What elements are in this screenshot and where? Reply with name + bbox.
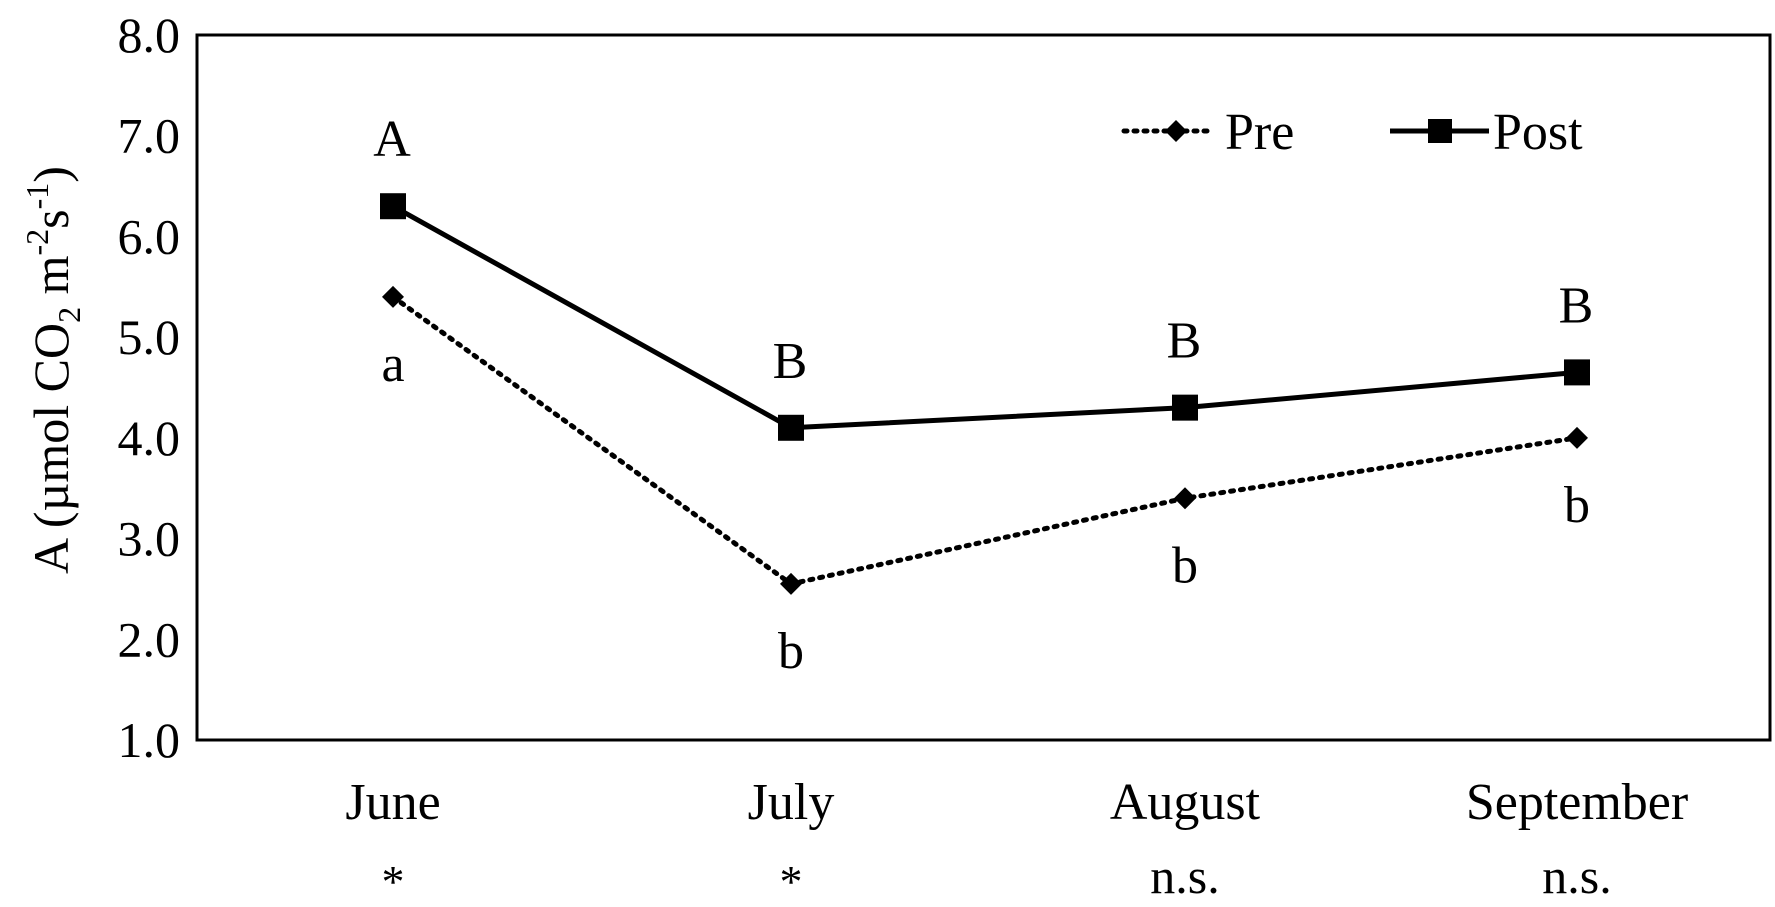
y-axis-label-sup1: -2 [19,229,55,256]
significance-letters: a b b b A B B B [373,111,1593,680]
y-axis-label: A (µmol CO2 m-2s-1) [19,166,87,574]
significance-mark: * [382,856,405,907]
x-tick-label: September [1466,774,1688,831]
y-axis-label-mid: m [23,255,79,307]
group-letter-post: A [373,111,411,168]
group-letter-pre: b [1564,477,1590,534]
x-axis-ticks: June * July * August n.s. September n.s. [345,774,1688,907]
data-point-post [778,414,804,441]
y-tick-label: 1.0 [118,712,181,768]
y-tick-label: 7.0 [118,108,181,164]
series-layer [380,193,1590,595]
y-axis-label-main: A (µmol CO [23,323,79,574]
series-line-pre [390,294,1580,587]
group-letter-pre: b [1172,537,1198,594]
group-letter-pre: b [778,623,804,680]
legend-pre-label: Pre [1225,104,1294,161]
significance-mark: n.s. [1150,848,1219,904]
y-tick-label: 2.0 [118,611,181,667]
series-line-post [391,204,1578,431]
data-point-pre [1566,426,1588,449]
data-point-post [380,193,406,220]
legend-post-marker [1428,119,1452,143]
plot-frame [195,33,1772,742]
y-axis-ticks: 1.0 2.0 3.0 4.0 5.0 6.0 7.0 8.0 [118,7,181,768]
significance-mark: * [780,856,803,907]
group-letter-post: B [1167,313,1202,370]
data-point-pre [1174,487,1196,510]
y-axis-label-sup2: -1 [19,183,55,210]
y-tick-label: 4.0 [118,410,181,466]
y-axis-label-s: s [23,209,79,228]
y-tick-label: 5.0 [118,309,181,365]
y-axis-label-sub: 2 [51,307,87,323]
x-tick-label: July [748,774,835,831]
data-point-post [1172,394,1198,421]
y-tick-label: 8.0 [118,7,181,63]
significance-mark: n.s. [1542,848,1611,904]
group-letter-post: B [773,333,808,390]
x-tick-label: June [345,774,440,831]
legend: Pre Post [1121,104,1583,161]
data-point-pre [382,285,404,308]
x-tick-label: August [1110,774,1261,831]
y-axis-label-close: ) [23,166,79,183]
legend-pre-marker [1165,120,1187,142]
group-letter-pre: a [381,336,404,393]
y-tick-label: 6.0 [118,208,181,264]
data-point-post [1564,359,1590,386]
legend-post-label: Post [1493,104,1583,161]
data-point-pre [780,572,802,595]
group-letter-post: B [1559,277,1594,334]
y-tick-label: 3.0 [118,511,181,567]
